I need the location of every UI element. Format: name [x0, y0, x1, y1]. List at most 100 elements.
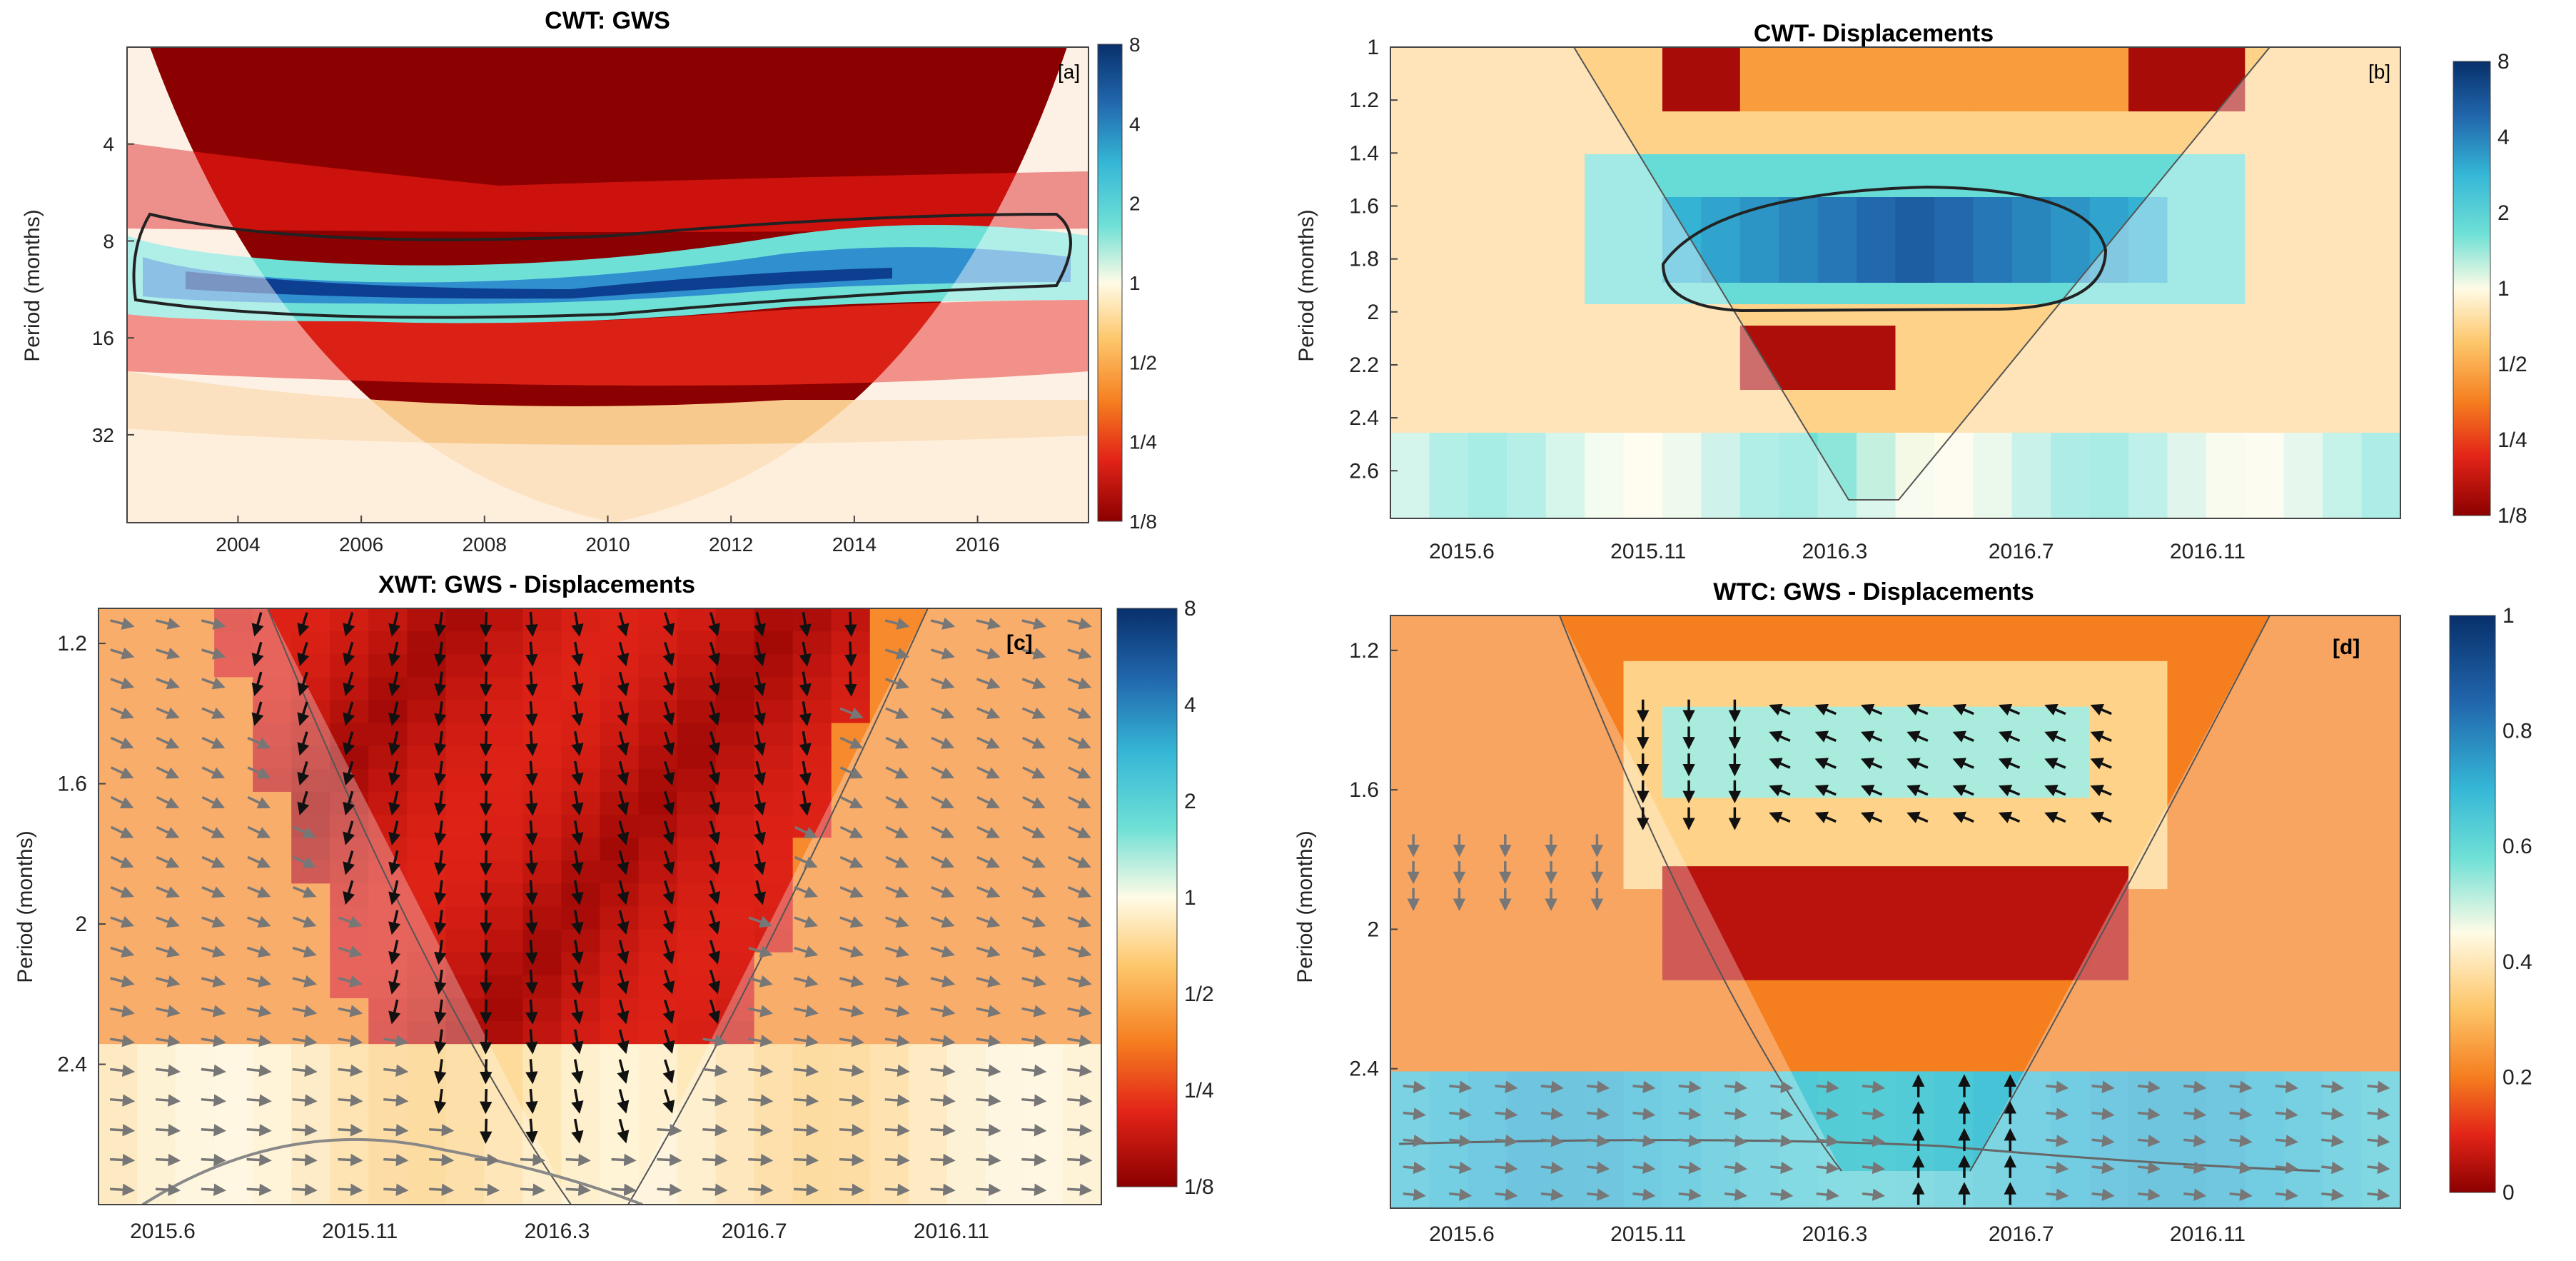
phase-arrow [2183, 1161, 2207, 1175]
phase-arrow [748, 915, 773, 928]
phase-arrow [662, 1059, 675, 1084]
phase-arrow [1586, 1135, 1610, 1147]
phase-arrow [662, 641, 675, 667]
phase-arrow [1816, 1080, 1839, 1093]
phase-arrow [617, 999, 630, 1025]
x-tick-label: 2016 [955, 533, 999, 556]
phase-arrow [246, 1064, 272, 1077]
phase-arrow [383, 1123, 409, 1137]
phase-arrow [1678, 1188, 1702, 1201]
phase-arrow [753, 671, 766, 697]
phase-arrow [1021, 915, 1046, 928]
phase-arrow [839, 1153, 865, 1167]
phase-arrow [839, 736, 864, 749]
phase-arrow [2367, 1188, 2390, 1201]
phase-arrow [2183, 1188, 2207, 1201]
phase-arrow [799, 790, 812, 816]
phase-arrow [201, 855, 226, 868]
phase-arrow [109, 1123, 136, 1137]
phase-arrow [884, 1005, 910, 1018]
phase-arrow [1814, 785, 1837, 797]
phase-arrow [156, 915, 181, 928]
phase-arrow [297, 731, 310, 756]
colorbar-tick-label: 2 [2497, 201, 2510, 225]
phase-arrow [201, 975, 226, 988]
phase-arrow [2183, 1080, 2207, 1093]
panel-b-frame [1390, 46, 2401, 519]
phase-arrow [571, 671, 584, 697]
phase-arrow [930, 945, 955, 958]
colorbar-tick-label: 2 [1184, 790, 1196, 813]
phase-arrow [884, 1094, 910, 1107]
phase-arrow [155, 1123, 181, 1137]
phase-arrow [930, 975, 956, 988]
phase-arrow [343, 731, 355, 756]
phase-arrow [1678, 1107, 1702, 1120]
phase-arrow [885, 677, 909, 690]
phase-arrow [1632, 1188, 1656, 1201]
phase-arrow [662, 612, 675, 637]
panel-a-xticks: 2004 2006 2008 2010 2012 2014 2016 [216, 516, 1000, 556]
phase-arrow [794, 885, 818, 898]
phase-arrow [388, 641, 401, 667]
phase-arrow [1067, 1034, 1093, 1048]
phase-arrow [480, 820, 493, 846]
phase-arrow [662, 880, 675, 905]
phase-arrow [1678, 1161, 1702, 1175]
phase-arrow [338, 945, 363, 958]
x-tick-label: 2016.7 [1989, 540, 2054, 563]
phase-arrow [931, 707, 955, 719]
phase-arrow [2137, 1188, 2161, 1201]
phase-arrow [708, 701, 721, 726]
phase-arrow [839, 945, 864, 958]
phase-arrow [702, 1094, 728, 1107]
phase-arrow [201, 885, 226, 898]
phase-arrow [2090, 785, 2112, 797]
phase-arrow [1067, 677, 1092, 690]
phase-arrow [839, 975, 864, 988]
phase-arrow [839, 1094, 865, 1107]
phase-arrow [201, 945, 226, 958]
phase-arrow [748, 1123, 774, 1137]
phase-arrow [708, 999, 721, 1025]
phase-arrow [388, 999, 401, 1025]
phase-arrow [931, 855, 955, 868]
phase-arrow [2090, 758, 2112, 770]
phase-arrow [2321, 1107, 2345, 1120]
phase-arrow [292, 915, 317, 928]
colorbar-tick-label: 1/2 [1129, 351, 1157, 373]
phase-arrow [748, 1153, 774, 1167]
phase-arrow [753, 820, 766, 845]
x-tick-label: 2008 [463, 533, 507, 556]
phase-arrow [571, 850, 584, 875]
phase-arrow [1860, 730, 1883, 743]
phase-arrow [1021, 1094, 1047, 1107]
phase-arrow [1770, 1161, 1794, 1175]
phase-arrow [434, 701, 447, 727]
phase-arrow [1678, 1135, 1702, 1147]
phase-arrow [884, 647, 910, 660]
phase-arrow [1906, 730, 1929, 743]
phase-arrow [565, 1153, 591, 1167]
colorbar-tick-label: 0.8 [2502, 720, 2532, 743]
phase-arrow [1022, 766, 1046, 779]
phase-arrow [571, 701, 584, 727]
phase-arrow [976, 885, 1001, 898]
phase-arrow [976, 915, 1001, 928]
phase-arrow [799, 611, 812, 637]
phase-arrow [702, 1153, 728, 1167]
phase-arrow [2090, 811, 2112, 823]
phase-arrow [156, 647, 181, 660]
phase-arrow [2367, 1135, 2390, 1147]
panel-c-frame [98, 608, 1102, 1205]
phase-arrow [931, 736, 955, 749]
phase-arrow [1540, 1188, 1564, 1201]
x-tick-label: 2010 [585, 533, 630, 556]
phase-arrow [247, 795, 271, 809]
y-tick-label: 2 [75, 913, 87, 936]
phase-arrow [525, 999, 538, 1025]
phase-arrow [1021, 1064, 1047, 1077]
colorbar-tick-label: 8 [1184, 597, 1196, 621]
phase-arrow [2046, 1080, 2069, 1093]
phase-arrow [110, 647, 135, 660]
